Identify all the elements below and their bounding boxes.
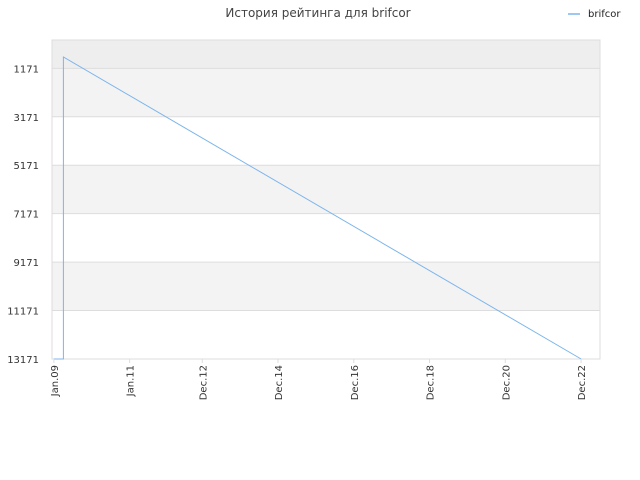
y-tick-label: 7171 bbox=[14, 210, 39, 221]
y-axis: 1171 3171 5171 7171 9171 11171 13171 bbox=[7, 64, 39, 366]
plot-band bbox=[52, 116, 600, 166]
plot-band bbox=[52, 262, 600, 311]
x-tick-label: Dec.18 bbox=[426, 365, 437, 400]
y-tick-label: 3171 bbox=[14, 113, 39, 124]
x-tick-label: Dec.22 bbox=[577, 365, 588, 400]
x-tick-label: Jan.11 bbox=[126, 365, 137, 397]
plot-band bbox=[52, 40, 600, 69]
x-tick-label: Dec.14 bbox=[274, 365, 285, 400]
x-tick-label: Jan.09 bbox=[50, 365, 61, 397]
x-tick-label: Dec.12 bbox=[198, 365, 209, 400]
y-tick-label: 9171 bbox=[14, 258, 39, 269]
plot-band bbox=[52, 213, 600, 263]
x-tick-label: Dec.16 bbox=[350, 365, 361, 400]
plot-band bbox=[52, 68, 600, 117]
chart-title: История рейтинга для brifcor bbox=[225, 6, 410, 20]
y-tick-label: 13171 bbox=[7, 355, 39, 366]
y-tick-label: 1171 bbox=[14, 64, 39, 75]
y-tick-label: 11171 bbox=[7, 307, 39, 318]
plot-border bbox=[51, 39, 601, 360]
x-axis: Jan.09 Jan.11 Dec.12 Dec.14 Dec.16 Dec.18 Dec.… bbox=[50, 359, 588, 400]
legend[interactable]: brifcor bbox=[568, 9, 621, 20]
legend-label-brifcor: brifcor bbox=[588, 9, 621, 20]
plot-area bbox=[51, 39, 601, 360]
series-line-brifcor[interactable] bbox=[53, 56, 582, 360]
plot-band bbox=[52, 165, 600, 214]
plot-band bbox=[52, 310, 600, 359]
x-tick-label: Dec.20 bbox=[501, 365, 512, 400]
y-tick-label: 5171 bbox=[14, 161, 39, 172]
